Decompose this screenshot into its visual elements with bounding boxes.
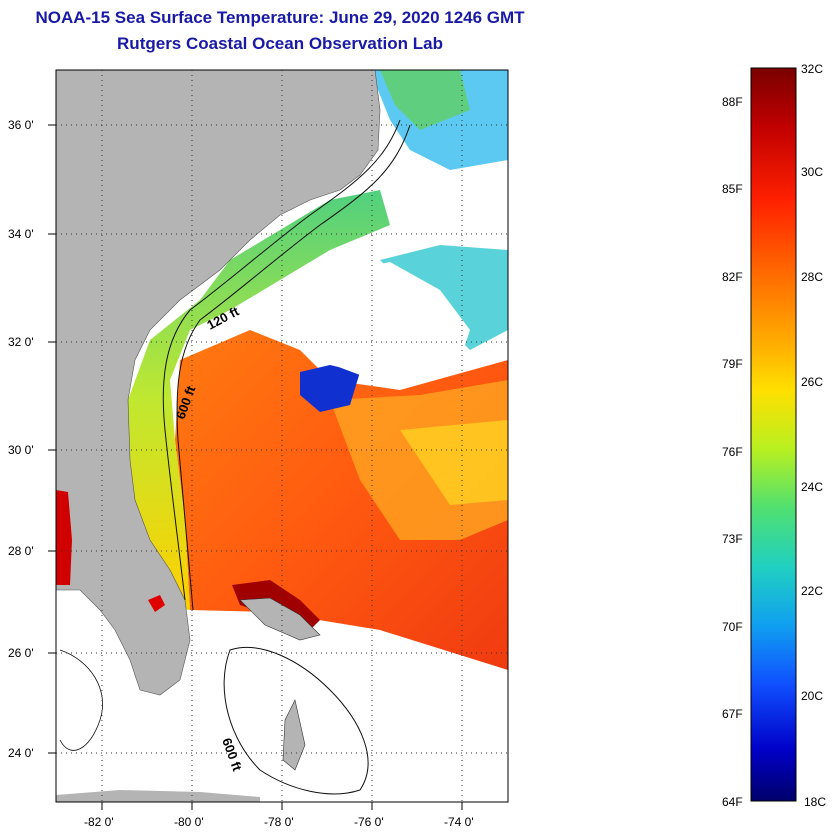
cb-label-28c: 28C: [801, 270, 824, 284]
gulf-sst-strip: [56, 490, 72, 585]
lat-label-28: 28 0': [8, 544, 34, 558]
lat-label-34: 34 0': [8, 227, 34, 241]
land-cuba: [56, 790, 260, 802]
lat-label-36: 36 0': [8, 118, 34, 132]
lon-label-78: -78 0': [264, 815, 294, 829]
lat-label-26: 26 0': [8, 646, 34, 660]
contour-bahamas: [223, 646, 369, 795]
map-title: NOAA-15 Sea Surface Temperature: June 29…: [35, 8, 525, 27]
lon-label-76: -76 0': [354, 815, 384, 829]
lon-label-80: -80 0': [174, 815, 204, 829]
sst-swath-yellow: [400, 420, 508, 505]
lat-label-24: 24 0': [8, 746, 34, 760]
cb-label-64f: 64F: [722, 795, 743, 809]
lon-label-82: -82 0': [84, 815, 114, 829]
contour-gulf: [59, 649, 103, 751]
cb-label-73f: 73F: [722, 532, 743, 546]
cb-label-76f: 76F: [722, 445, 743, 459]
contour-600ft: [176, 124, 411, 611]
sst-north-green: [380, 70, 470, 130]
cb-label-24c: 24C: [801, 480, 824, 494]
land-bahamas-n: [239, 597, 321, 641]
cb-label-20c: 20C: [801, 689, 824, 703]
cb-label-85f: 85F: [722, 182, 743, 196]
lat-label-32: 32 0': [8, 335, 34, 349]
colorbar: [750, 67, 797, 802]
cb-label-67f: 67F: [722, 707, 743, 721]
cb-label-70f: 70F: [722, 620, 743, 634]
cb-label-79f: 79F: [722, 357, 743, 371]
cb-label-22c: 22C: [801, 584, 824, 598]
contour-120ft: [162, 119, 401, 601]
cb-label-30c: 30C: [801, 165, 824, 179]
graticule: [56, 70, 508, 802]
land-bahamas: [282, 699, 306, 771]
cb-label-32c: 32C: [801, 62, 824, 76]
contour-label-600ft-bahamas: 600 ft: [219, 736, 245, 774]
lat-label-30: 30 0': [8, 443, 34, 457]
sst-cold-eddy: [300, 365, 360, 412]
lon-label-74: -74 0': [444, 815, 474, 829]
cb-label-18c: 18C: [804, 795, 827, 809]
cloud-mask: [300, 262, 470, 380]
lake-okeechobee-sst: [148, 595, 165, 612]
land-mass: [56, 70, 381, 696]
axis-ticks: [48, 124, 463, 810]
map-subtitle: Rutgers Coastal Ocean Observation Lab: [117, 34, 443, 53]
cb-label-82f: 82F: [722, 270, 743, 284]
cb-label-88f: 88F: [722, 95, 743, 109]
cb-label-26c: 26C: [801, 375, 824, 389]
